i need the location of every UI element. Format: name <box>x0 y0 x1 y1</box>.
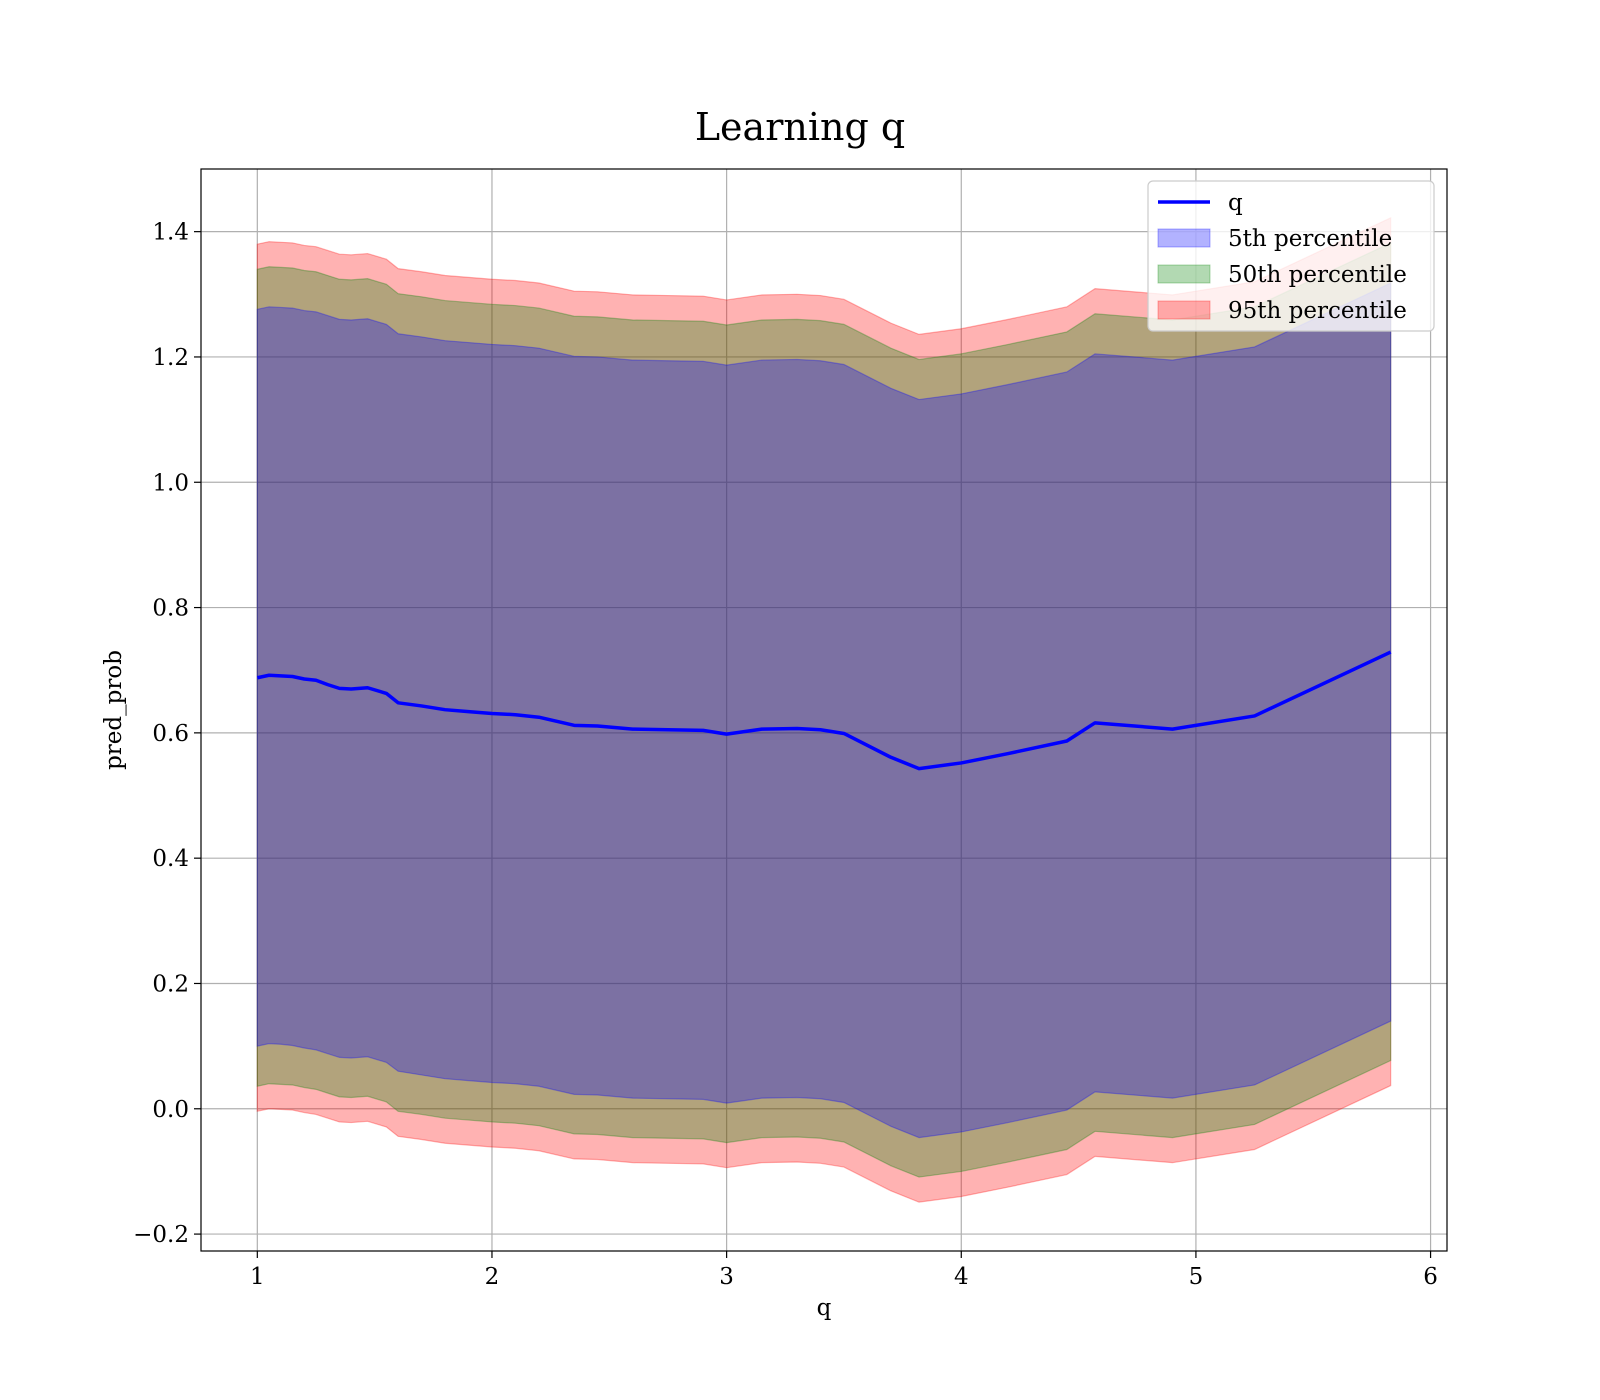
x-tick-label: 4 <box>954 1264 969 1290</box>
band-5th-percentile <box>256 282 1392 1139</box>
plot-frame <box>200 168 1448 1252</box>
y-tick-label: 1.4 <box>152 220 189 246</box>
y-tick-label: 0.6 <box>152 721 189 747</box>
legend-label: q <box>1228 190 1243 216</box>
legend-label: 95th percentile <box>1228 298 1407 324</box>
percentile-bands <box>256 216 1392 1203</box>
legend-swatch-50th-percentile <box>1157 264 1211 284</box>
band-50th-percentile <box>256 241 1392 1178</box>
x-tick-label: 3 <box>719 1264 734 1290</box>
x-tick-label: 2 <box>485 1264 500 1290</box>
x-tick-label: 1 <box>250 1264 265 1290</box>
x-tick-label: 6 <box>1423 1264 1438 1290</box>
grid <box>201 169 1447 1251</box>
y-tick-label: 0.4 <box>152 846 189 872</box>
legend-swatch-5th-percentile <box>1157 228 1211 248</box>
x-axis-label: q <box>817 1295 832 1321</box>
y-tick-label: 0.8 <box>152 596 189 622</box>
y-tick-label: 0.2 <box>152 971 189 997</box>
legend-box <box>1147 180 1435 332</box>
band-95th-percentile <box>256 216 1392 1203</box>
legend: q 5th percentile 50th percentile 95th perce… <box>1147 180 1435 332</box>
y-axis-label: pred_prob <box>101 650 127 770</box>
legend-label: 5th percentile <box>1228 226 1392 252</box>
series-lines <box>256 650 1392 771</box>
series-line-q <box>256 650 1392 771</box>
y-tick-label: 1.0 <box>152 470 189 496</box>
axis-ticks: 1 2 3 4 5 6 −0.2 0.0 0.2 0.4 0.6 0.8 1.0 1.2 1.4 <box>133 220 1438 1290</box>
y-tick-label: 1.2 <box>152 345 189 371</box>
y-tick-label: 0.0 <box>152 1097 189 1123</box>
y-tick-label: −0.2 <box>133 1222 189 1248</box>
legend-swatch-95th-percentile <box>1157 300 1211 320</box>
x-tick-label: 5 <box>1189 1264 1204 1290</box>
chart-title: Learning q <box>695 105 905 149</box>
legend-label: 50th percentile <box>1228 262 1407 288</box>
